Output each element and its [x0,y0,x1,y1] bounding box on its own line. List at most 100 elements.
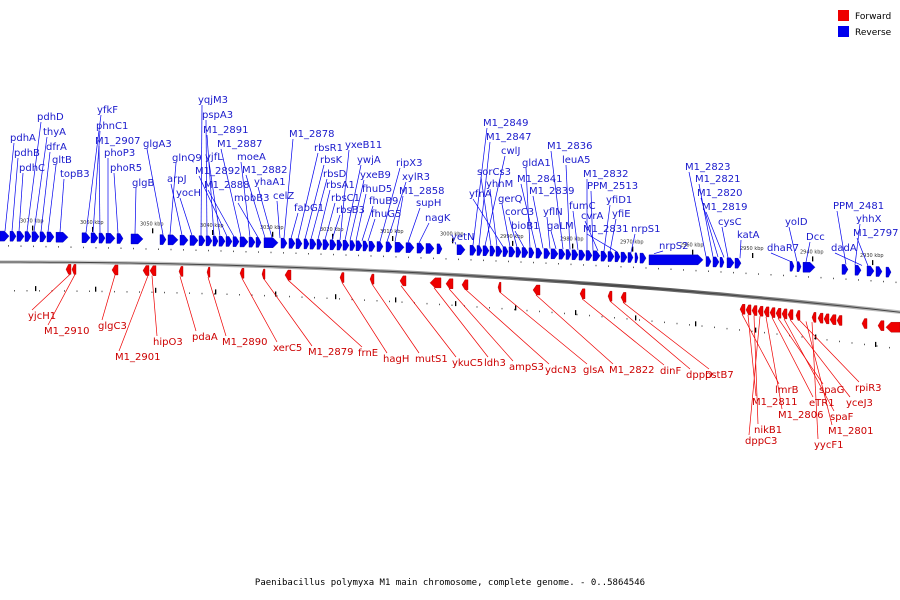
reverse-gene-arrow [212,235,219,247]
reverse-gene-label: yflN [543,207,563,218]
forward-gene-arrow [339,272,345,283]
leader-line [532,195,544,249]
leader-line [622,302,710,370]
scale-dot [214,293,215,295]
reverse-gene-arrow [316,239,323,250]
reverse-gene-arrow [405,242,415,253]
scale-dot [376,300,378,302]
leader-line [753,315,759,425]
reverse-gene-arrow [342,240,350,251]
scale-dot [14,290,15,292]
leader-line [777,317,824,385]
scale-dot [183,249,184,251]
forward-gene-label: glgC3 [98,321,127,332]
leader-line [586,233,618,253]
scale-dot [395,256,397,258]
scale-dot [245,251,247,253]
scale-dot [551,311,553,314]
reverse-gene-arrow [639,252,647,264]
tick-mark [395,297,397,303]
scale-dot [45,245,47,248]
forward-gene-arrow [877,320,885,331]
reverse-gene-label: gldA1 [522,158,551,169]
tick-mark [872,260,874,266]
forward-gene-arrow [745,304,752,316]
scale-dot [126,291,128,293]
reverse-gene-label: moeA [237,152,266,163]
scale-dot [483,259,484,262]
scale-dot [639,319,640,321]
reverse-gene-arrow [0,230,10,242]
reverse-gene-label: M1_2888 [204,180,249,191]
scale-dot [764,331,765,334]
forward-gene-arrow [239,268,245,279]
scale-dot [564,312,565,315]
reverse-gene-arrow [198,235,206,246]
scale-dot [895,281,897,284]
reverse-gene-label: cvrA [581,211,604,222]
leader-line [331,214,341,240]
figure-caption: Paenibacillus polymyxa M1 main chromosom… [254,578,646,588]
leader-line [26,121,42,232]
scale-dot [326,297,328,299]
gene-arrows [0,230,900,333]
leader-line [805,321,833,426]
scale-dot [339,298,340,300]
scale-dot [58,246,59,248]
scale-dot [776,333,778,335]
reverse-gene-label: leuA5 [562,155,590,166]
forward-gene-label: pstB7 [705,370,734,381]
reverse-gene-arrow [46,231,55,243]
reverse-gene-label: gerQ [498,194,523,205]
reverse-gene-arrow [802,262,816,273]
reverse-gene-arrow [436,243,443,255]
scale-dot [208,249,209,252]
scale-dot [389,300,390,303]
forward-gene-label: dppC3 [745,436,777,447]
reverse-gene-arrow [362,240,369,252]
reverse-gene-arrow [543,248,551,259]
scale-dot [401,301,403,303]
leader-line [489,188,498,247]
tick-mark [635,315,637,321]
reverse-gene-label: glgB [132,178,154,189]
reverse-gene-arrow [81,232,91,243]
leader-line [40,151,51,232]
tick-label: 3070 kbp [20,219,44,225]
reverse-gene-label: corC3 [505,207,534,218]
reverse-gene-arrow [394,242,405,253]
forward-gene-arrow [757,306,764,317]
reverse-gene-arrow [508,246,516,258]
scale-dot [508,260,509,263]
leader-line [765,316,783,410]
scale-dot [714,326,715,329]
leader-line [788,226,798,262]
leader-line [349,179,365,241]
leader-line [394,195,404,243]
reverse-gene-label: phnC1 [96,121,128,132]
reverse-gene-arrow [565,249,572,260]
reverse-gene-arrow [322,239,330,250]
forward-gene-arrow [149,265,157,276]
reverse-gene-label: yhaA1 [254,177,286,188]
leader-line [721,226,729,258]
reverse-gene-label: M1_2907 [95,136,140,147]
reverse-gene-label: gltB [52,155,72,166]
tick-label: 2970 kbp [620,240,644,246]
forward-gene-label: spaF [830,412,854,423]
scale-dot [320,253,322,255]
scale-dot [26,290,28,292]
scale-dot [814,337,815,340]
leader-line [220,148,242,237]
scale-dot [876,345,878,347]
scale-dot [89,290,90,292]
leader-line [499,291,588,365]
reverse-gene-arrow [385,241,393,253]
scale-dot [70,246,72,248]
forward-gene-label: rpiR3 [855,383,882,394]
scale-dot [601,315,603,318]
tick-label: 2990 kbp [500,234,524,240]
scale-dot [889,346,890,349]
leader-line [609,218,617,252]
tick-label: 3030 kbp [260,225,284,231]
